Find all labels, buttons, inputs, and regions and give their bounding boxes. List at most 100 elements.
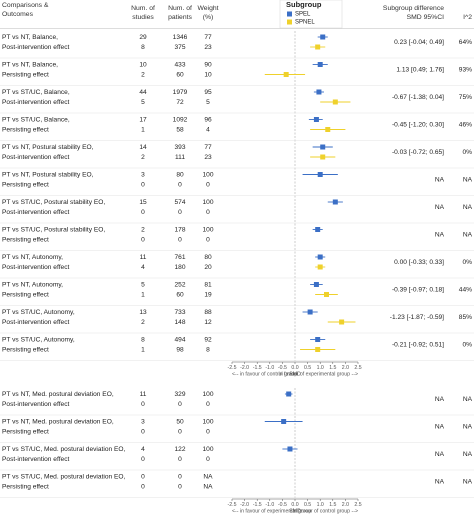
x-tick-label: -0.5 [278,502,287,508]
smd-point [317,264,323,270]
comparison-label: PT vs NT, Postural stability EO, [2,171,94,178]
studies-cell: 11 [140,391,147,398]
weight-cell: 12 [204,319,212,326]
weight-cell: 77 [204,34,212,41]
patients-cell: 0 [178,401,182,408]
patients-cell: 1346 [173,34,188,41]
patients-cell: 0 [178,209,182,216]
x-tick-label: 2.5 [354,365,361,371]
i2-cell: NA [463,423,473,430]
smd-point [320,34,326,40]
weight-cell: 88 [204,309,212,316]
i2-cell: 0% [462,341,472,348]
weight-cell: 19 [204,291,212,298]
x-tick-label: 1.0 [317,365,324,371]
comparison-label: PT vs NT, Autonomy, [2,254,63,261]
studies-cell: 0 [141,209,145,216]
studies-cell: 0 [141,401,145,408]
diff-cell: NA [435,176,445,183]
patients-cell: 0 [178,456,182,463]
weight-cell: 20 [204,264,212,271]
patients-cell: 0 [178,236,182,243]
i2-cell: NA [463,396,473,403]
comparison-label: PT vs NT, Med. postural deviation EO, [2,418,114,425]
i2-cell: 75% [459,94,472,101]
comparison-label: PT vs NT, Balance, [2,34,58,41]
header-i2: I^2 [463,14,472,21]
header-studies: Num. of [131,5,155,12]
diff-cell: 0.00 [-0.33; 0.33] [394,259,444,266]
x-tick-label: -1.0 [265,365,274,371]
weight-cell: 100 [202,446,213,453]
patients-cell: 733 [174,309,185,316]
patients-cell: 60 [176,71,184,78]
i2-cell: 93% [459,66,472,73]
legend-title: Subgroup [286,0,322,9]
x-tick-label: -1.5 [253,502,262,508]
i2-cell: NA [463,204,473,211]
studies-cell: 8 [141,44,145,51]
studies-cell: 4 [141,446,145,453]
weight-cell: 10 [204,71,212,78]
weight-cell: 0 [206,401,210,408]
studies-cell: 13 [139,309,147,316]
weight-cell: 96 [204,116,212,123]
weight-cell: 100 [202,418,213,425]
patients-cell: 80 [176,171,184,178]
weight-cell: 81 [204,281,212,288]
axis-label-left: <-- in favour of control group [232,371,297,377]
diff-cell: -0.39 [-0.97; 0.18] [392,286,444,293]
i2-cell: NA [463,176,473,183]
x-tick-label: 0.5 [304,365,311,371]
smd-point [325,127,331,132]
smd-point [332,199,338,205]
effect-label: Persisting effect [2,428,49,435]
axis-label-center: SMD [289,508,301,514]
studies-cell: 0 [141,236,145,243]
patients-cell: 494 [174,336,185,343]
effect-label: Persisting effect [2,71,49,78]
effect-label: Post-intervention effect [2,319,69,326]
i2-cell: 0% [462,149,472,156]
patients-cell: 148 [174,319,185,326]
studies-cell: 17 [139,116,147,123]
patients-cell: 1979 [173,89,188,96]
effect-label: Persisting effect [2,181,49,188]
effect-label: Persisting effect [2,236,49,243]
smd-point [320,144,326,150]
patients-cell: 0 [178,428,182,435]
weight-cell: 95 [204,89,212,96]
smd-point [287,446,293,452]
comparison-label: PT vs NT, Med. postural deviation EO, [2,391,114,398]
smd-point [286,391,292,397]
weight-cell: 0 [206,428,210,435]
smd-point [317,172,323,177]
effect-label: Post-intervention effect [2,456,69,463]
axis-label-right: in favour of control group --> [293,508,358,514]
studies-cell: 0 [141,428,145,435]
x-tick-label: -2.0 [240,365,249,371]
studies-cell: 15 [139,199,147,206]
x-tick-label: 2.0 [342,365,349,371]
axis-label-left: <-- in favour of experimental group [232,508,312,514]
i2-cell: 0% [462,259,472,266]
studies-cell: 2 [141,154,145,161]
i2-cell: NA [463,451,473,458]
header-weight: (%) [203,14,214,21]
studies-cell: 5 [141,281,145,288]
header-comparison: Outcomes [2,11,34,18]
patients-cell: 329 [174,391,185,398]
comparison-label: PT vs ST/UC, Balance, [2,116,70,123]
weight-cell: 23 [204,44,212,51]
comparison-label: PT vs NT, Autonomy, [2,281,63,288]
smd-point [316,89,322,95]
smd-point [315,227,321,232]
studies-cell: 3 [141,418,145,425]
smd-point [324,292,329,297]
studies-cell: 0 [141,483,145,490]
comparison-label: PT vs ST/UC, Postural stability EO, [2,199,105,206]
x-tick-label: 0.0 [291,502,298,508]
smd-point [281,419,287,424]
patients-cell: 0 [178,473,182,480]
